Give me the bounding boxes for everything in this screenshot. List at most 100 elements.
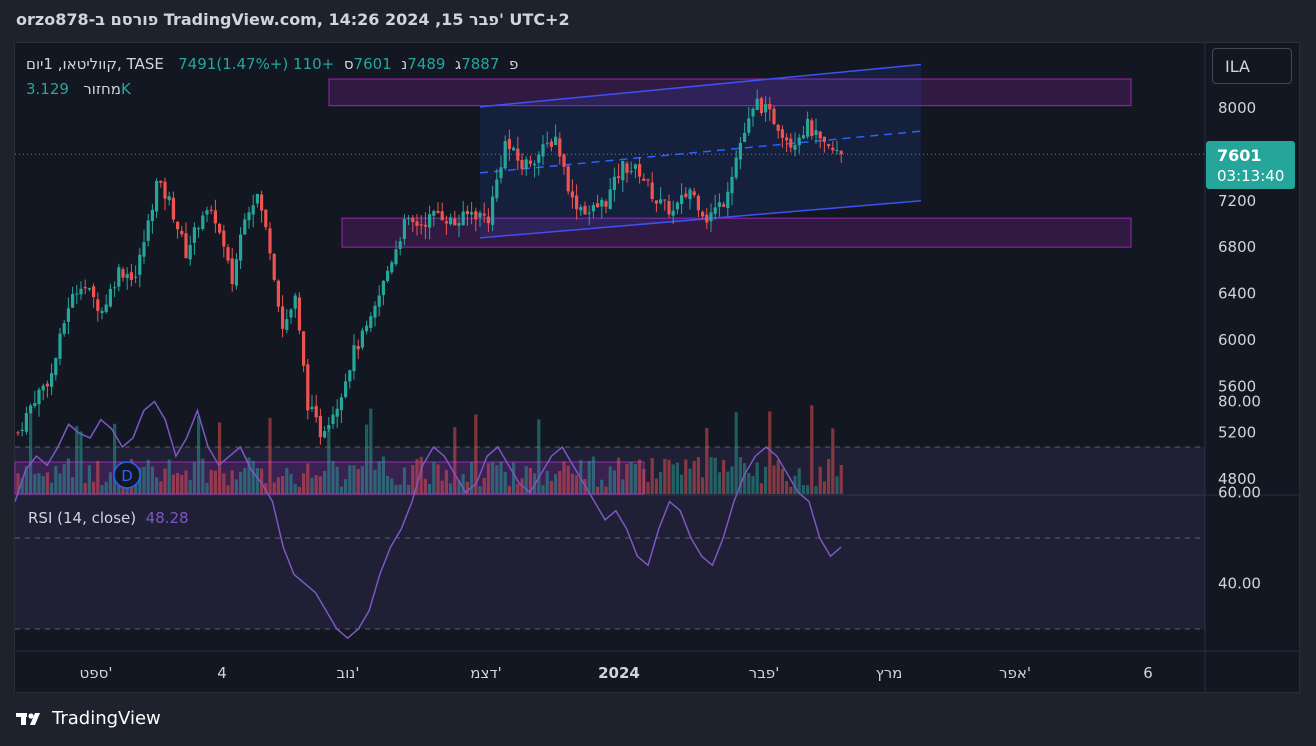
volume-bar [339,486,343,494]
volume-bar [814,486,818,494]
candle-body [255,193,259,204]
channel-lower-line [479,200,922,239]
candle-body [24,413,28,432]
candle-body [117,267,121,287]
candle-body [453,218,457,226]
volume-bar [226,485,230,494]
volume-bar [239,471,243,494]
price-tick-label: 5600 [1218,377,1256,395]
volume-bar [810,405,814,494]
volume-bar [54,465,58,494]
volume-bar [100,484,104,494]
volume-bar [663,458,667,494]
volume-bar [507,485,511,494]
volume-bar [457,480,461,494]
rsi-legend[interactable]: RSI (14, close) 48.28 [28,509,189,527]
symbol-name[interactable]: קווליטאו, 1יום, TASE [26,55,164,73]
volume-bar [276,477,280,494]
candle-body [272,253,276,280]
currency-button[interactable]: ILA [1212,48,1292,84]
volume-bar [411,464,415,494]
candle-body [562,154,566,167]
price-tick-label: 7200 [1218,192,1256,210]
candle-body [512,147,516,151]
candle-body [239,234,243,261]
volume-bar [470,462,474,494]
time-tick-label: 4 [217,664,227,682]
candle-body [398,241,402,249]
candle-body [96,299,100,311]
candle-body [390,262,394,273]
volume-bar [314,475,318,494]
candle-body [268,228,272,254]
high-value: 7887 [461,55,500,73]
volume-bar [360,466,364,494]
candle-body [62,323,66,334]
volume-bar [659,472,663,494]
candle-body [608,189,612,209]
rsi-value: 48.28 [145,509,189,527]
time-axis: ספט' 4 נוב' דצמ' 2024 פבר' מרץ אפר' 6 [80,664,1153,682]
candle-body [785,137,789,141]
candle-body [71,293,75,308]
volume-label: מחזור [83,80,121,98]
volume-bar [566,465,570,494]
candle-body [566,166,570,192]
volume-bar [281,475,285,494]
candle-body [604,201,608,207]
volume-bar [499,461,503,494]
volume-bar [75,425,79,494]
time-tick-label: פבר' [749,664,780,682]
volume-legend: מחזור 3.129K [26,80,131,98]
candle-body [507,139,511,149]
candle-body [839,150,843,155]
volume-bar [549,480,553,494]
candle-body [591,205,595,212]
candle-body [142,242,146,257]
volume-bar [562,461,566,494]
candle-body [419,224,423,226]
candle-body [402,219,406,240]
candle-body [226,247,230,261]
chart-frame[interactable] [14,42,1300,693]
volume-bar [83,483,87,494]
time-tick-label: אפר' [999,664,1031,682]
volume-bar [680,474,684,494]
volume-bar [654,478,658,494]
volume-bar [772,465,776,494]
volume-bar [310,477,314,494]
price-tick-label: 5200 [1218,424,1256,442]
candle-body [642,178,646,181]
candle-body [180,231,184,235]
candle-body [138,254,142,275]
volume-bar [688,468,692,494]
volume-bar [373,469,377,494]
candle-body [87,287,91,290]
publish-header: orzo878-פורסם ב TradingView.com, 14:26 2… [16,10,570,29]
candle-body [125,274,129,279]
candle-body [310,406,314,409]
volume-bar [335,466,339,494]
volume-bar [293,483,297,494]
candle-body [260,194,264,211]
candle-body [478,212,482,218]
tradingview-logo[interactable]: TradingView [16,708,161,729]
candle-body [302,331,306,366]
volume-bar [709,457,713,494]
volume-bar [831,428,835,494]
low-value: 7489 [407,55,446,73]
candle-body [575,195,579,210]
volume-bar [96,460,100,494]
volume-bar [797,468,801,494]
close-value: 7601 [353,55,392,73]
candle-body [163,181,167,199]
candle-body [176,221,180,230]
candle-body [243,219,247,235]
volume-bar [247,457,251,494]
volume-bar [751,476,755,494]
volume-bar [365,424,369,494]
candle-body [713,207,717,214]
volume-bar [705,427,709,494]
volume-bar [285,468,289,494]
